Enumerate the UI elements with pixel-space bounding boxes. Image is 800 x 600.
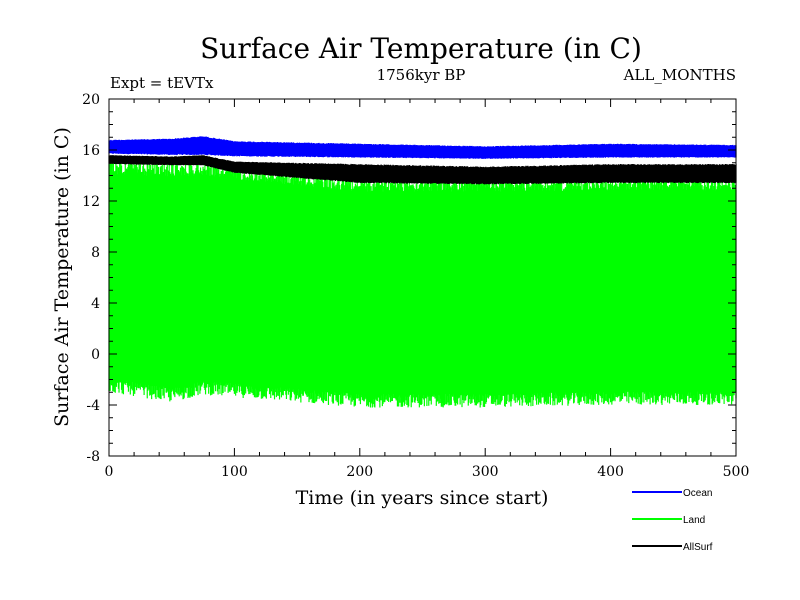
- x-tick-label: 300: [472, 464, 499, 480]
- y-tick-label: 8: [91, 245, 100, 261]
- y-axis-label: Surface Air Temperature (in C): [51, 127, 73, 427]
- expt-label: Expt = tEVTx: [110, 74, 214, 92]
- legend: Ocean Land AllSurf: [632, 488, 713, 553]
- series-layer: [108, 136, 737, 408]
- x-axis-label: Time (in years since start): [296, 487, 549, 509]
- x-tick-label: 400: [597, 464, 624, 480]
- period-label: 1756kyr BP: [377, 66, 466, 84]
- y-tick-label: 0: [91, 347, 100, 363]
- x-tick-label: 500: [723, 464, 750, 480]
- y-tick-label: 12: [82, 194, 100, 210]
- x-tick-label: 200: [346, 464, 373, 480]
- x-tick-label: 100: [221, 464, 248, 480]
- legend-label-allsurf: AllSurf: [683, 542, 713, 553]
- months-label: ALL_MONTHS: [623, 66, 736, 84]
- legend-label-ocean: Ocean: [683, 488, 712, 499]
- x-tick-label: 0: [105, 464, 114, 480]
- y-tick-label: 16: [82, 143, 100, 159]
- y-tick-label: -4: [86, 398, 100, 414]
- series-land: [108, 161, 737, 408]
- y-tick-label: -8: [86, 449, 100, 465]
- chart-title: Surface Air Temperature (in C): [200, 32, 642, 65]
- legend-label-land: Land: [683, 515, 705, 526]
- y-tick-label: 20: [82, 92, 100, 108]
- y-tick-label: 4: [91, 296, 100, 312]
